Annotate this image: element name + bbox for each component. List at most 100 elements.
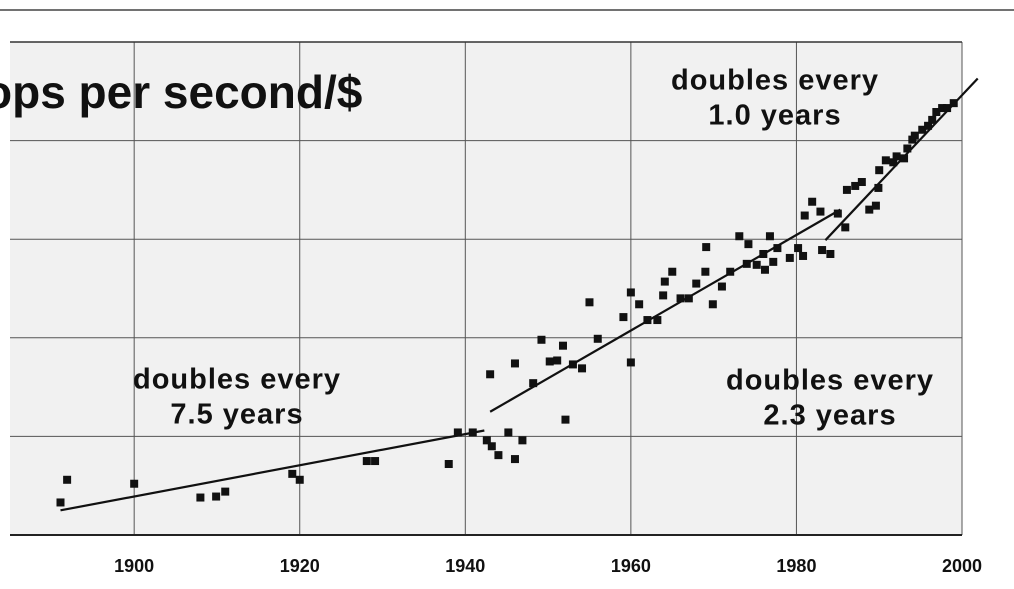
data-point bbox=[561, 415, 570, 424]
data-point bbox=[371, 457, 380, 466]
data-point bbox=[692, 279, 701, 288]
data-point bbox=[659, 291, 668, 300]
data-point bbox=[494, 451, 503, 460]
data-point bbox=[924, 121, 933, 130]
data-point bbox=[808, 197, 817, 206]
data-point bbox=[874, 183, 883, 192]
data-point bbox=[818, 246, 827, 255]
data-point bbox=[626, 358, 635, 367]
data-point bbox=[635, 300, 644, 309]
data-point bbox=[558, 341, 567, 350]
annotation: 1.0 years bbox=[708, 100, 841, 132]
plot-area bbox=[10, 42, 962, 535]
data-point bbox=[660, 277, 669, 286]
data-point bbox=[726, 267, 735, 276]
data-point bbox=[928, 115, 937, 124]
data-point bbox=[744, 240, 753, 249]
data-point bbox=[130, 479, 139, 488]
data-point bbox=[63, 475, 72, 484]
data-point bbox=[892, 152, 901, 161]
data-point bbox=[221, 487, 230, 496]
x-tick-label: 1980 bbox=[776, 556, 816, 576]
data-point bbox=[643, 316, 652, 325]
data-point bbox=[833, 209, 842, 218]
data-point bbox=[785, 253, 794, 262]
data-point bbox=[735, 232, 744, 241]
data-point bbox=[943, 104, 952, 113]
data-point bbox=[900, 154, 909, 163]
annotation: doubles every bbox=[726, 365, 934, 397]
data-point bbox=[857, 178, 866, 187]
data-point bbox=[619, 313, 628, 322]
data-point bbox=[932, 108, 941, 117]
data-point bbox=[841, 223, 850, 232]
data-point bbox=[910, 131, 919, 140]
data-point bbox=[196, 493, 205, 502]
data-point bbox=[938, 104, 947, 113]
data-point bbox=[510, 359, 519, 368]
data-point bbox=[851, 181, 860, 190]
data-point bbox=[487, 442, 496, 451]
x-tick-label: 1960 bbox=[611, 556, 651, 576]
data-point bbox=[717, 282, 726, 291]
data-point bbox=[871, 201, 880, 210]
data-point bbox=[578, 364, 587, 373]
data-point bbox=[653, 316, 662, 325]
data-point bbox=[708, 300, 717, 309]
data-point bbox=[295, 475, 304, 484]
data-point bbox=[800, 211, 809, 220]
data-point bbox=[212, 492, 221, 501]
x-tick-label: 1940 bbox=[445, 556, 485, 576]
data-point bbox=[742, 259, 751, 268]
data-point bbox=[769, 257, 778, 266]
data-point bbox=[518, 436, 527, 445]
data-point bbox=[468, 428, 477, 437]
data-point bbox=[362, 457, 371, 466]
data-point bbox=[794, 244, 803, 253]
data-point bbox=[701, 267, 710, 276]
trend-line bbox=[489, 208, 841, 413]
data-point bbox=[826, 249, 835, 258]
data-point bbox=[529, 379, 538, 388]
data-point bbox=[537, 335, 546, 344]
x-tick-label: 1900 bbox=[114, 556, 154, 576]
x-tick-label: 1920 bbox=[280, 556, 320, 576]
data-point bbox=[504, 428, 513, 437]
data-point bbox=[760, 265, 769, 274]
data-point bbox=[816, 207, 825, 216]
data-point bbox=[444, 460, 453, 469]
data-point bbox=[903, 144, 912, 153]
data-point bbox=[486, 370, 495, 379]
x-tick-label: 2000 bbox=[942, 556, 982, 576]
data-point bbox=[482, 436, 491, 445]
data-point bbox=[56, 498, 65, 507]
data-point bbox=[875, 166, 884, 175]
data-point bbox=[553, 356, 562, 365]
data-point bbox=[918, 125, 927, 134]
data-point bbox=[585, 298, 594, 307]
annotation: doubles every bbox=[133, 364, 341, 396]
annotation: doubles every bbox=[671, 65, 879, 97]
data-point bbox=[865, 205, 874, 214]
data-point bbox=[568, 360, 577, 369]
data-point bbox=[668, 267, 677, 276]
data-point bbox=[889, 158, 898, 167]
data-point bbox=[759, 249, 768, 258]
data-point bbox=[752, 260, 761, 269]
data-point bbox=[881, 156, 890, 165]
data-point bbox=[593, 334, 602, 343]
data-point bbox=[684, 294, 693, 303]
chart-title: ops per second/$ bbox=[0, 66, 362, 118]
data-point bbox=[799, 251, 808, 260]
data-point bbox=[288, 469, 297, 478]
data-point bbox=[510, 455, 519, 464]
trend-line bbox=[60, 429, 485, 512]
data-point bbox=[626, 288, 635, 297]
annotation: 2.3 years bbox=[763, 400, 896, 432]
data-point bbox=[949, 99, 958, 108]
data-point bbox=[773, 244, 782, 253]
data-point bbox=[765, 232, 774, 241]
data-point bbox=[702, 243, 711, 252]
annotation: 7.5 years bbox=[170, 399, 303, 431]
